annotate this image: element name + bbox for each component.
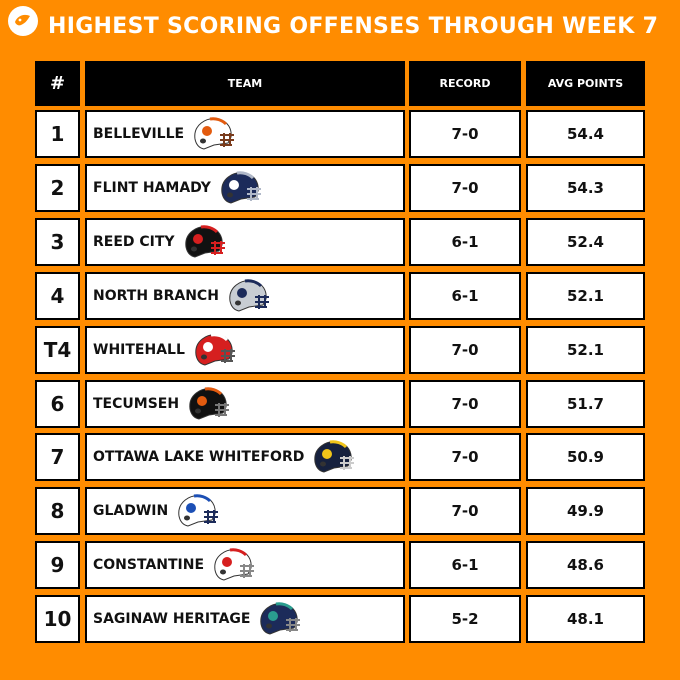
avg-points-cell: 52.4 [526,218,645,266]
team-name: CONSTANTINE [93,557,205,573]
avg-points-cell: 51.7 [526,380,645,428]
helmet-icon [221,171,261,204]
helmet-icon [314,440,355,473]
table-row: 3 REED CITY 6-1 52.4 [0,218,680,266]
helmet-icon [194,117,235,150]
team-name: SAGINAW HERITAGE [93,611,251,627]
rank-cell: 10 [35,595,80,643]
helmet-icon [178,494,219,527]
avg-points-cell: 52.1 [526,326,645,374]
team-cell: SAGINAW HERITAGE [85,595,405,643]
record-cell: 6-1 [409,218,521,266]
team-cell: FLINT HAMADY [85,164,405,212]
team-cell: WHITEHALL [85,326,405,374]
table-row: 9 CONSTANTINE 6-1 48.6 [0,541,680,589]
table-row: 8 GLADWIN 7-0 49.9 [0,487,680,535]
helmet-icon [189,387,230,420]
rank-cell: 9 [35,541,80,589]
record-cell: 7-0 [409,380,521,428]
rank-cell: 6 [35,380,80,428]
table-row: 7 OTTAWA LAKE WHITEFORD 7-0 50.9 [0,433,680,481]
header-record: RECORD [409,61,521,106]
avg-points-cell: 50.9 [526,433,645,481]
header-rank: # [35,61,80,106]
team-cell: GLADWIN [85,487,405,535]
team-name: BELLEVILLE [93,126,185,142]
team-cell: REED CITY [85,218,405,266]
team-cell: TECUMSEH [85,380,405,428]
record-cell: 7-0 [409,110,521,158]
team-cell: CONSTANTINE [85,541,405,589]
avg-points-cell: 54.3 [526,164,645,212]
helmet-icon [260,602,301,635]
rank-cell: 7 [35,433,80,481]
team-name: FLINT HAMADY [93,180,211,196]
rank-cell: 3 [35,218,80,266]
avg-points-cell: 54.4 [526,110,645,158]
record-cell: 5-2 [409,595,521,643]
brand-logo-icon [8,6,38,36]
record-cell: 7-0 [409,326,521,374]
rank-cell: 4 [35,272,80,320]
avg-points-cell: 52.1 [526,272,645,320]
table-row: 4 NORTH BRANCH 6-1 52.1 [0,272,680,320]
rank-cell: T4 [35,326,80,374]
table-row: T4 WHITEHALL 7-0 52.1 [0,326,680,374]
helmet-icon [195,333,235,366]
helmet-icon [214,548,255,581]
table-row: 2 FLINT HAMADY 7-0 54.3 [0,164,680,212]
team-cell: BELLEVILLE [85,110,405,158]
helmet-icon [185,225,225,258]
rank-cell: 1 [35,110,80,158]
table-row: 10 SAGINAW HERITAGE 5-2 48.1 [0,595,680,643]
avg-points-cell: 49.9 [526,487,645,535]
table-row: 6 TECUMSEH 7-0 51.7 [0,380,680,428]
header-team: TEAM [85,61,405,106]
avg-points-cell: 48.6 [526,541,645,589]
record-cell: 6-1 [409,541,521,589]
record-cell: 6-1 [409,272,521,320]
team-name: REED CITY [93,234,175,250]
team-name: WHITEHALL [93,342,185,358]
team-cell: NORTH BRANCH [85,272,405,320]
page-title: HIGHEST SCORING OFFENSES THROUGH WEEK 7 [48,14,659,39]
table-row: 1 BELLEVILLE 7-0 54.4 [0,110,680,158]
team-name: TECUMSEH [93,396,180,412]
helmet-icon [229,279,269,312]
team-name: OTTAWA LAKE WHITEFORD [93,449,305,465]
header-avg-points: AVG POINTS [526,61,645,106]
record-cell: 7-0 [409,433,521,481]
rank-cell: 8 [35,487,80,535]
team-cell: OTTAWA LAKE WHITEFORD [85,433,405,481]
record-cell: 7-0 [409,487,521,535]
team-name: NORTH BRANCH [93,288,219,304]
rank-cell: 2 [35,164,80,212]
avg-points-cell: 48.1 [526,595,645,643]
team-name: GLADWIN [93,503,169,519]
record-cell: 7-0 [409,164,521,212]
